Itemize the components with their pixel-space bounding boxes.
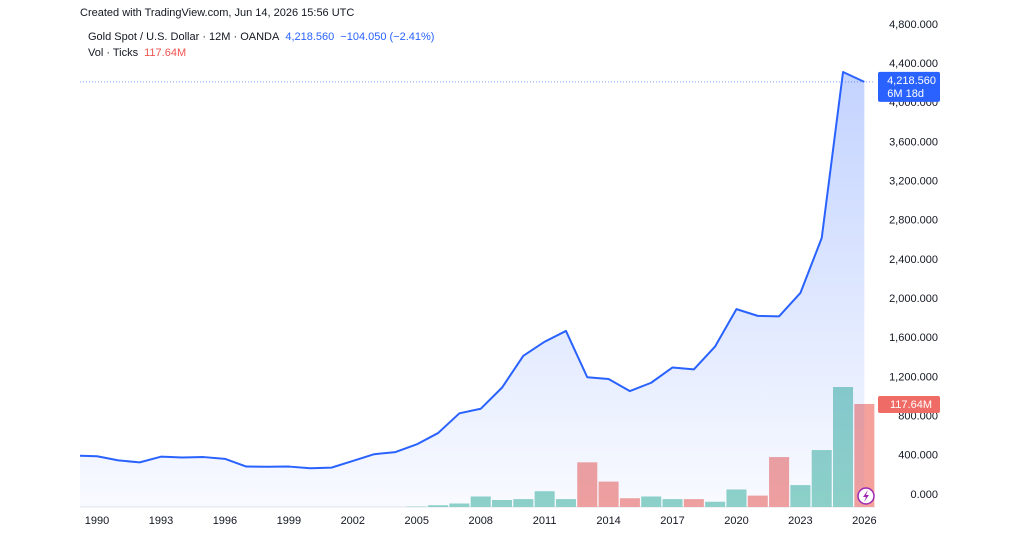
last-price-badge bbox=[878, 71, 940, 102]
plot-area bbox=[80, 70, 875, 507]
x-tick-label: 1999 bbox=[277, 515, 301, 527]
x-tick-label: 1996 bbox=[213, 515, 237, 527]
x-tick-label: 2005 bbox=[405, 515, 429, 527]
y-tick-label: 1,600.000 bbox=[889, 332, 938, 344]
symbol-name: Gold Spot / U.S. Dollar · 12M · OANDA bbox=[88, 31, 280, 43]
x-tick-label: 2014 bbox=[596, 515, 620, 527]
price-line bbox=[80, 70, 865, 470]
axes: 0.000 400.000 800.000 1,200.000 1,600.000 2,0… bbox=[80, 19, 940, 527]
y-tick-label: 800.000 bbox=[898, 411, 938, 423]
chart-title: Created with TradingView.com, Jun 14, 20… bbox=[80, 7, 354, 19]
last-price-badge-label: 4,218.560 bbox=[887, 75, 936, 87]
lightning-icon bbox=[857, 487, 875, 505]
x-tick-label: 2002 bbox=[341, 515, 365, 527]
x-tick-label: 1993 bbox=[149, 515, 173, 527]
volume-value: 117.64M bbox=[144, 47, 186, 59]
x-tick-label: 2011 bbox=[533, 515, 557, 527]
y-tick-label: 2,000.000 bbox=[889, 293, 938, 305]
y-tick-label: 1,200.000 bbox=[889, 371, 938, 383]
y-tick-label: 2,400.000 bbox=[889, 254, 938, 266]
y-tick-label: 3,600.000 bbox=[889, 136, 938, 148]
y-tick-label: 0.000 bbox=[910, 489, 938, 501]
y-tick-label: 3,200.000 bbox=[889, 176, 938, 188]
countdown-label: 6M 18d bbox=[887, 88, 924, 100]
volume-badge bbox=[878, 395, 940, 413]
last-price: 4,218.560 bbox=[285, 31, 334, 43]
x-tick-label: 2023 bbox=[788, 515, 812, 527]
y-tick-label: 400.000 bbox=[898, 450, 938, 462]
x-tick-label: 1990 bbox=[85, 515, 109, 527]
y-tick-label: 4,800.000 bbox=[889, 19, 938, 31]
volume-badge-label: 117.64M bbox=[890, 399, 932, 411]
y-tick-label: 4,400.000 bbox=[889, 58, 938, 70]
price-change: −104.050 (−2.41%) bbox=[340, 31, 434, 43]
x-tick-label: 2017 bbox=[660, 515, 684, 527]
x-tick-label: 2026 bbox=[852, 515, 876, 527]
price-area bbox=[80, 71, 865, 507]
volume-name: Vol · Ticks bbox=[88, 47, 139, 59]
x-tick-label: 2008 bbox=[468, 515, 492, 527]
y-tick-label: 2,800.000 bbox=[889, 215, 938, 227]
x-tick-label: 2020 bbox=[724, 515, 748, 527]
legend: Gold Spot / U.S. Dollar · 12M · OANDA 4,… bbox=[88, 31, 434, 59]
